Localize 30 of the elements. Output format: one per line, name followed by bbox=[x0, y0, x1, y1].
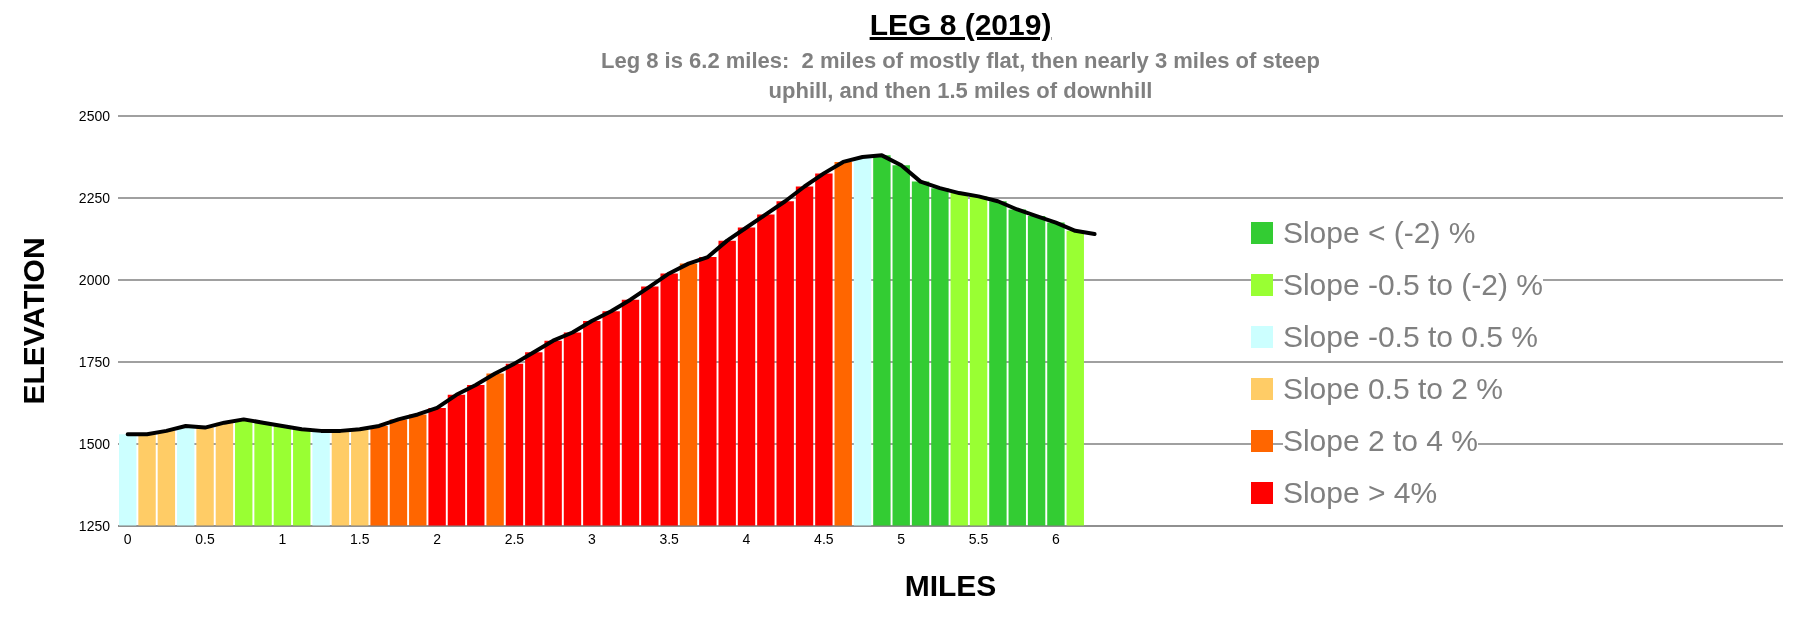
x-tick-label: 6 bbox=[1051, 530, 1060, 547]
chart-subtitle: Leg 8 is 6.2 miles: 2 miles of mostly flat, then nearly 3 miles of steep uphill, and then 1.5 miles of downhill bbox=[600, 47, 1321, 105]
x-tick-label: 0 bbox=[123, 530, 132, 547]
legend-label: Slope -0.5 to 0.5 % bbox=[1282, 320, 1539, 354]
x-tick-label: 3 bbox=[587, 530, 596, 547]
x-tick-label: 1.5 bbox=[349, 530, 370, 547]
x-tick-label: 5.5 bbox=[968, 530, 989, 547]
line-series bbox=[125, 153, 1097, 437]
legend-label: Slope 2 to 4 % bbox=[1282, 424, 1479, 458]
legend-label: Slope -0.5 to (-2) % bbox=[1282, 268, 1543, 302]
y-tick-label: 1500 bbox=[78, 435, 111, 452]
y-tick-label: 2250 bbox=[78, 189, 111, 206]
x-tick-label: 3.5 bbox=[659, 530, 680, 547]
x-tick-label: 4.5 bbox=[814, 530, 834, 547]
y-tick-label: 2000 bbox=[78, 271, 111, 288]
x-tick-label: 1 bbox=[278, 530, 287, 547]
x-tick-label: 5 bbox=[897, 530, 906, 547]
chart-title: LEG 8 (2019) bbox=[868, 8, 1053, 42]
y-tick-label: 2500 bbox=[78, 107, 111, 124]
x-tick-label: 4 bbox=[742, 530, 751, 547]
legend-label: Slope 0.5 to 2 % bbox=[1282, 372, 1504, 406]
x-tick-label: 2 bbox=[433, 530, 442, 547]
y-tick-label: 1750 bbox=[78, 353, 111, 370]
y-tick-label: 1250 bbox=[78, 517, 111, 534]
x-axis-title: MILES bbox=[904, 569, 997, 602]
y-axis-title: ELEVATION bbox=[16, 237, 50, 405]
x-tick-label: 0.5 bbox=[195, 530, 215, 547]
x-tick-label: 2.5 bbox=[504, 530, 525, 547]
legend-label: Slope < (-2) % bbox=[1282, 216, 1476, 250]
legend-label: Slope > 4% bbox=[1282, 476, 1438, 510]
